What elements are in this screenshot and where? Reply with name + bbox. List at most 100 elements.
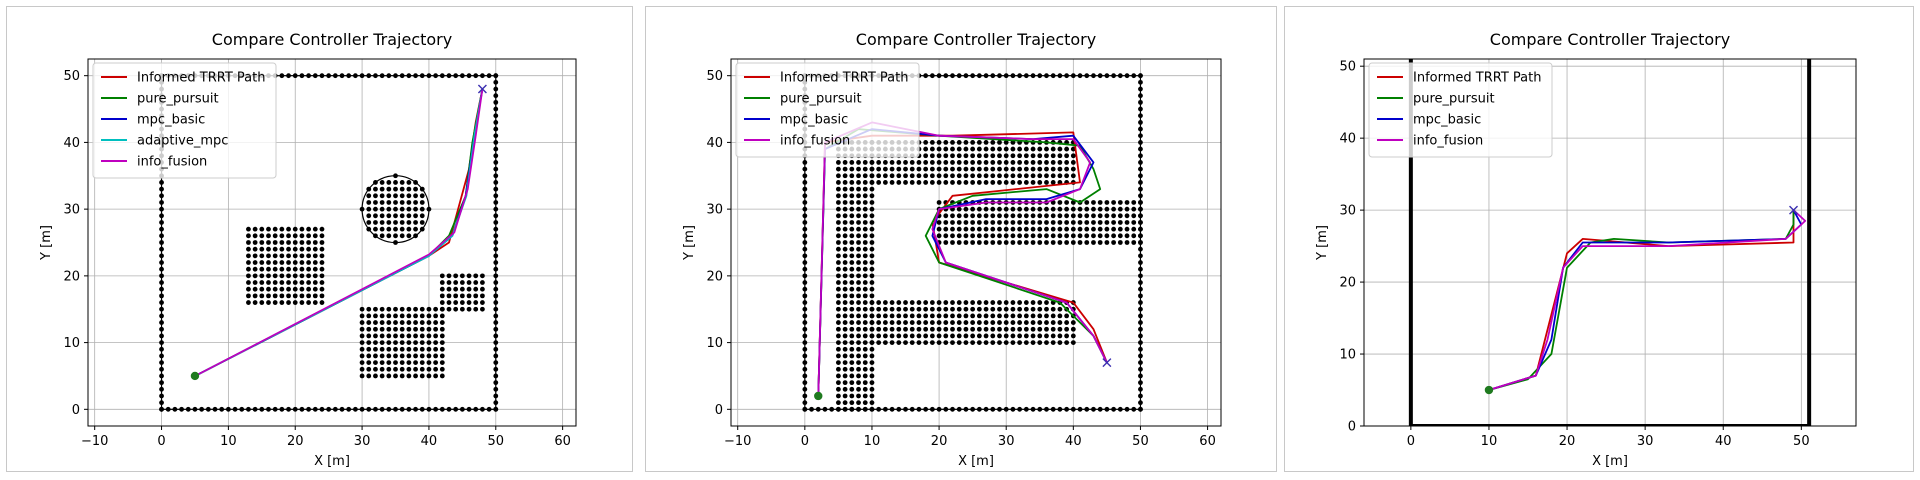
- chart-2-obstacle-point: [869, 280, 875, 285]
- chart-2-obstacle-point: [802, 340, 808, 345]
- chart-2-obstacle-point: [862, 186, 868, 192]
- chart-1-obstacle-point: [366, 366, 372, 372]
- chart-2-obstacle-point: [842, 200, 848, 205]
- chart-2-obstacle-point: [1057, 326, 1063, 332]
- chart-1-obstacle-point: [399, 206, 405, 212]
- chart-2-obstacle-point: [856, 393, 861, 399]
- chart-2-obstacle-point: [842, 400, 848, 406]
- chart-1-legend-label: adaptive_mpc: [137, 134, 228, 149]
- chart-1-obstacle-point: [379, 306, 385, 312]
- chart-2-obstacle-point: [889, 326, 895, 332]
- chart-1-obstacle-point: [493, 186, 499, 192]
- chart-2-obstacle-point: [1044, 320, 1049, 325]
- chart-2-obstacle-point: [802, 213, 808, 219]
- chart-1-obstacle-point: [379, 226, 385, 232]
- chart-2-obstacle-point: [862, 260, 868, 265]
- chart-2-obstacle-point: [1044, 306, 1049, 312]
- chart-2-obstacle-point: [1057, 146, 1063, 152]
- chart-1-obstacle-point: [493, 140, 499, 145]
- chart-2-obstacle-point: [1091, 240, 1096, 245]
- chart-2-obstacle-point: [963, 173, 969, 179]
- chart-2-obstacle-point: [1138, 180, 1143, 185]
- chart-1-obstacle-point: [359, 306, 365, 312]
- chart-2-obstacle-point: [1138, 126, 1143, 132]
- chart-1-obstacle-point: [453, 73, 459, 79]
- chart-1-obstacle-point: [459, 293, 465, 299]
- chart-2-obstacle-point: [976, 180, 982, 185]
- chart-1-obstacle-point: [386, 406, 392, 412]
- chart-1-obstacle-point: [292, 273, 298, 279]
- chart-2-obstacle-point: [896, 180, 902, 185]
- chart-2-obstacle-point: [983, 226, 989, 232]
- chart-1-obstacle-point: [419, 200, 425, 205]
- chart-1-obstacle-point: [366, 226, 372, 232]
- chart-2-obstacle-point: [849, 280, 855, 285]
- chart-2-obstacle-point: [1003, 333, 1009, 339]
- chart-1-obstacle-point: [413, 406, 418, 412]
- chart-1-obstacle-point: [426, 406, 432, 412]
- chart-2-obstacle-point: [862, 206, 868, 212]
- chart-2-obstacle-point: [849, 220, 855, 225]
- chart-1-obstacle-point: [413, 340, 418, 345]
- chart-1-obstacle-point: [266, 233, 271, 239]
- chart-3-goal-marker: [1789, 205, 1799, 215]
- chart-1-obstacle-point: [159, 340, 164, 345]
- chart-2-obstacle-point: [990, 160, 996, 165]
- chart-2-obstacle-point: [835, 380, 841, 386]
- chart-2-legend: Informed TRRT Pathpure_pursuitmpc_basici…: [735, 62, 920, 158]
- chart-2-obstacle-point: [903, 320, 908, 325]
- chart-1-obstacle-point: [493, 340, 499, 345]
- chart-2-obstacle-point: [849, 353, 855, 359]
- chart-2-obstacle-point: [1044, 313, 1049, 319]
- chart-2-obstacle-point: [990, 320, 996, 325]
- chart-2-obstacle-point: [1111, 213, 1117, 219]
- chart-2-obstacle-point: [1010, 160, 1016, 165]
- chart-1-obstacle-point: [246, 406, 251, 412]
- chart-1-obstacle-point: [386, 360, 392, 366]
- chart-2-obstacle-point: [1030, 306, 1036, 312]
- chart-2-obstacle-point: [1017, 406, 1023, 412]
- chart-1-obstacle-point: [466, 280, 472, 285]
- chart-2-obstacle-point: [950, 326, 955, 332]
- chart-1-obstacle-point: [306, 233, 312, 239]
- chart-2-obstacle-point: [963, 333, 969, 339]
- chart-1-obstacle-point: [413, 373, 418, 379]
- chart-2-obstacle-point: [956, 240, 962, 245]
- chart-2-obstacle-point: [970, 233, 976, 239]
- chart-1-obstacle-point: [406, 220, 412, 225]
- chart-1-obstacle-point: [413, 193, 418, 199]
- chart-1-obstacle-point: [366, 406, 372, 412]
- chart-2-obstacle-point: [923, 333, 929, 339]
- chart-1-obstacle-point: [480, 286, 485, 292]
- chart-1-obstacle-point: [426, 340, 432, 345]
- chart-1-obstacle-point: [439, 306, 445, 312]
- chart-1-obstacle-point: [480, 300, 485, 305]
- chart-2-obstacle-point: [835, 173, 841, 179]
- chart-2-obstacle-point: [842, 406, 848, 412]
- chart-3-series-line-pure-pursuit: [1488, 209, 1795, 391]
- chart-1-obstacle-point: [413, 320, 418, 325]
- chart-2-obstacle-point: [1044, 226, 1049, 232]
- chart-1-obstacle-point: [386, 186, 392, 192]
- chart-2-obstacle-point: [1138, 73, 1143, 79]
- chart-2-obstacle-point: [862, 160, 868, 165]
- chart-2-obstacle-point: [950, 226, 955, 232]
- chart-1-obstacle-point: [419, 213, 425, 219]
- chart-1-obstacle-point: [159, 346, 164, 352]
- chart-2-obstacle-point: [1023, 160, 1029, 165]
- chart-1-obstacle-point: [399, 320, 405, 325]
- chart-2-obstacle-point: [1030, 313, 1036, 319]
- chart-2-obstacle-point: [835, 300, 841, 305]
- chart-2-obstacle-point: [876, 406, 882, 412]
- chart-2-obstacle-point: [1077, 206, 1083, 212]
- chart-2-obstacle-point: [862, 380, 868, 386]
- chart-2-obstacle-point: [835, 226, 841, 232]
- chart-2-obstacle-point: [1050, 320, 1056, 325]
- chart-2-x-tick-label: 50: [1132, 434, 1149, 449]
- chart-2-obstacle-point: [1138, 146, 1143, 152]
- chart-2-obstacle-point: [1023, 153, 1029, 159]
- chart-2-obstacle-point: [1070, 333, 1076, 339]
- chart-2-obstacle-point: [835, 180, 841, 185]
- chart-2-obstacle-point: [802, 186, 808, 192]
- chart-2-obstacle-point: [1003, 326, 1009, 332]
